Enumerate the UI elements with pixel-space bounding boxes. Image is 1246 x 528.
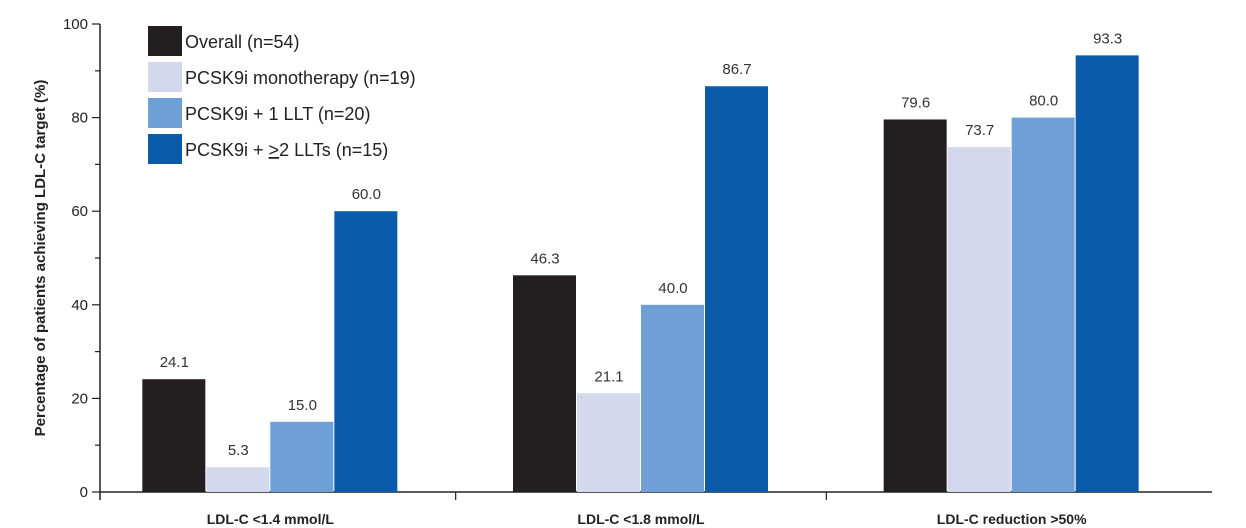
- legend-label: PCSK9i + >2 LLTs (n=15): [185, 140, 388, 160]
- y-tick-label: 20: [71, 390, 88, 407]
- bar: [947, 147, 1011, 493]
- legend-swatch: [148, 62, 182, 92]
- bar: [1011, 117, 1075, 492]
- bar-value-label: 46.3: [530, 250, 559, 267]
- bar: [142, 379, 206, 492]
- legend: Overall (n=54) PCSK9i monotherapy (n=19) P…: [148, 26, 416, 164]
- bar-value-label: 40.0: [658, 280, 687, 297]
- y-axis-label: Percentage of patients achieving LDL-C t…: [32, 80, 49, 437]
- bar-value-label: 15.0: [288, 397, 317, 414]
- bar-value-label: 60.0: [352, 186, 381, 203]
- bar: [270, 421, 334, 492]
- bar-value-label: 73.7: [965, 122, 994, 139]
- bar: [513, 275, 576, 492]
- category-label: LDL-C <1.4 mmol/L: [207, 511, 335, 527]
- bar-value-label: 80.0: [1029, 93, 1058, 110]
- bar: [641, 304, 704, 492]
- bar: [206, 467, 270, 492]
- legend-swatch: [148, 98, 182, 128]
- bar-value-label: 24.1: [160, 354, 189, 371]
- category-labels: LDL-C <1.4 mmol/L LDL-C <1.8 mmol/L LDL-C …: [207, 511, 1087, 527]
- bar: [334, 211, 398, 492]
- bar: [705, 86, 768, 492]
- y-tick-label: 100: [63, 16, 88, 33]
- bar: [883, 119, 947, 493]
- y-tick-label: 60: [71, 203, 88, 220]
- legend-swatch: [148, 26, 182, 56]
- value-labels: 24.1 5.3 15.0 60.0 46.3 21.1 40.0 86.7 79.6 73.7 8…: [160, 30, 1123, 459]
- legend-label: Overall (n=54): [185, 32, 300, 52]
- bar-value-label: 93.3: [1093, 30, 1122, 47]
- bar-value-label: 79.6: [901, 94, 930, 111]
- y-tick-label: 0: [80, 484, 88, 501]
- y-tick-label: 40: [71, 297, 88, 314]
- legend-label: PCSK9i monotherapy (n=19): [185, 68, 416, 88]
- category-label: LDL-C <1.8 mmol/L: [577, 511, 705, 527]
- bar: [577, 393, 640, 492]
- legend-swatch: [148, 134, 182, 164]
- y-tick-label: 80: [71, 110, 88, 127]
- bar-value-label: 86.7: [722, 61, 751, 78]
- bar: [1075, 55, 1139, 493]
- bar-value-label: 5.3: [228, 442, 249, 459]
- bar-value-label: 21.1: [594, 368, 623, 385]
- category-label: LDL-C reduction >50%: [937, 511, 1087, 527]
- bars: [142, 55, 1139, 493]
- legend-label: PCSK9i + 1 LLT (n=20): [185, 104, 370, 124]
